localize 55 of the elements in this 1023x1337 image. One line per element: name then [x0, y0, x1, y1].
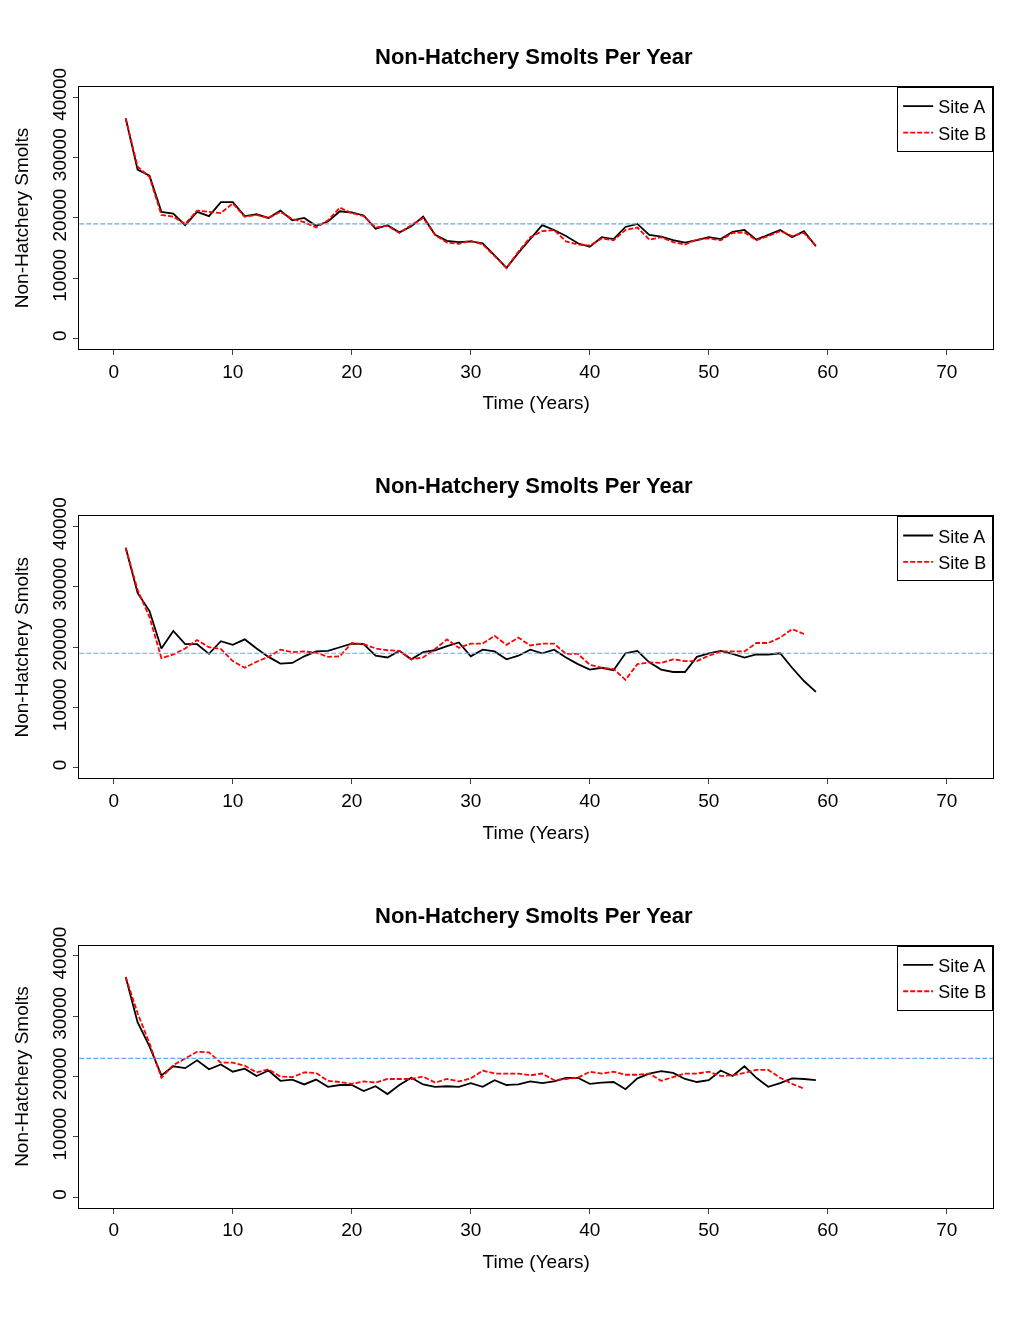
- x-tick-label: 50: [698, 360, 720, 382]
- legend-label: Site B: [938, 552, 987, 573]
- y-axis-title: Non-Hatchery Smolts: [10, 556, 32, 738]
- y-tick-label: 20000: [48, 617, 70, 671]
- y-tick-label: 40000: [48, 67, 70, 121]
- y-tick-label: 30000: [48, 986, 70, 1040]
- x-tick-label: 40: [579, 1219, 601, 1241]
- x-tick-label: 70: [936, 360, 958, 382]
- x-tick-label: 0: [108, 789, 120, 811]
- line-series: [124, 117, 817, 269]
- x-tick-label: 50: [698, 789, 720, 811]
- y-tick-label: 40000: [48, 497, 70, 551]
- x-tick-label: 20: [341, 789, 363, 811]
- x-axis-title: Time (Years): [482, 392, 590, 414]
- legend-label: Site B: [938, 982, 987, 1003]
- y-tick-label: 0: [48, 759, 70, 771]
- x-tick-label: 20: [341, 360, 363, 382]
- x-tick-label: 10: [222, 360, 244, 382]
- x-tick-label: 70: [936, 1219, 958, 1241]
- y-tick-label: 20000: [48, 1047, 70, 1101]
- y-tick-label: 10000: [48, 1107, 70, 1161]
- y-tick-label: 10000: [48, 678, 70, 732]
- y-tick-label: 30000: [48, 128, 70, 182]
- x-tick-label: 10: [222, 1219, 244, 1241]
- x-tick-label: 30: [460, 1219, 482, 1241]
- y-axis-title: Non-Hatchery Smolts: [10, 127, 32, 309]
- x-tick-label: 70: [936, 789, 958, 811]
- y-tick-label: 0: [48, 330, 70, 342]
- x-tick-label: 50: [698, 1219, 720, 1241]
- x-tick-label: 0: [108, 1219, 120, 1241]
- y-axis-title: Non-Hatchery Smolts: [10, 986, 32, 1167]
- legend-label: Site A: [938, 97, 986, 118]
- x-tick-label: 40: [579, 789, 601, 811]
- legend-label: Site B: [938, 123, 987, 144]
- chart-title: Non-Hatchery Smolts Per Year: [375, 903, 693, 928]
- legend-label: Site A: [938, 955, 986, 976]
- x-tick-label: 60: [817, 1219, 839, 1241]
- chart-title: Non-Hatchery Smolts Per Year: [375, 473, 693, 498]
- x-tick-label: 30: [460, 360, 482, 382]
- y-tick-label: 0: [48, 1189, 70, 1200]
- legend-label: Site A: [938, 526, 986, 547]
- x-tick-label: 40: [579, 360, 601, 382]
- x-tick-label: 10: [222, 789, 244, 811]
- y-tick-label: 10000: [48, 248, 70, 302]
- y-tick-label: 40000: [48, 926, 70, 980]
- x-tick-label: 0: [108, 360, 120, 382]
- x-tick-label: 60: [817, 789, 839, 811]
- chart-title: Non-Hatchery Smolts Per Year: [375, 44, 693, 69]
- x-axis-title: Time (Years): [482, 821, 590, 843]
- y-tick-label: 20000: [48, 188, 70, 242]
- x-tick-label: 20: [341, 1219, 363, 1241]
- x-tick-label: 60: [817, 360, 839, 382]
- x-tick-label: 30: [460, 789, 482, 811]
- x-axis-title: Time (Years): [482, 1251, 590, 1273]
- y-tick-label: 30000: [48, 557, 70, 611]
